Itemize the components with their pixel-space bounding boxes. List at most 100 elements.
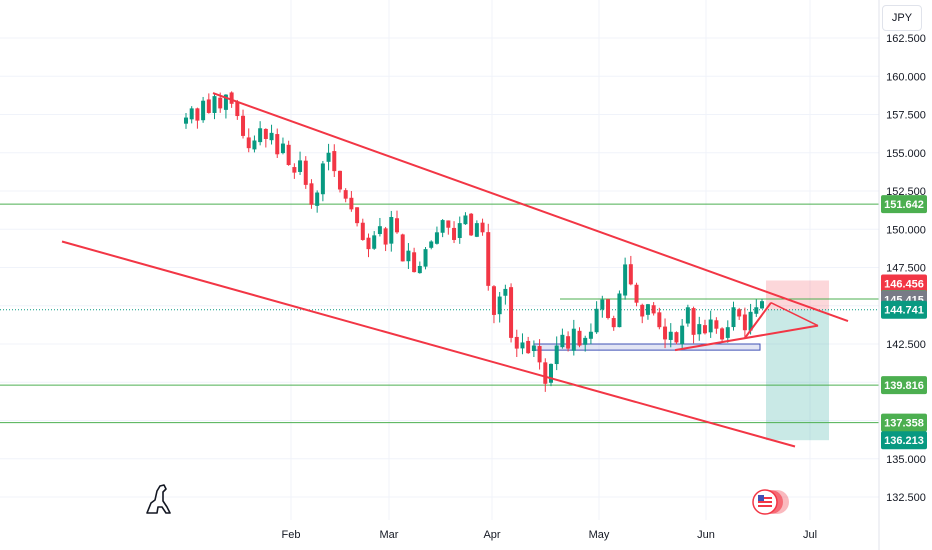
candle-body — [258, 128, 263, 143]
horizontal-levels — [0, 203, 879, 424]
candle-body — [491, 286, 496, 315]
candle-body — [588, 331, 593, 339]
candle-body — [514, 336, 519, 349]
candle-body — [680, 325, 685, 345]
candle-body — [412, 252, 417, 273]
candle-body — [400, 234, 405, 262]
candle-body — [663, 326, 668, 340]
price-badge-label: 144.741 — [884, 305, 924, 317]
channel-lower-line[interactable] — [61, 240, 796, 448]
price-badge-label: 151.642 — [884, 199, 924, 211]
candle-body — [657, 312, 662, 328]
candle-body — [349, 197, 354, 210]
candle-body — [315, 192, 320, 206]
candle-body — [720, 328, 725, 340]
time-axis: Feb Mar Apr May Jun Jul — [282, 529, 818, 541]
candle-body — [184, 117, 188, 124]
price-badge-bg — [881, 376, 927, 395]
x-tick-label: Jul — [803, 529, 817, 541]
y-tick-label: 162.500 — [886, 33, 926, 45]
candle-body — [760, 301, 764, 309]
y-tick-label: 142.500 — [886, 339, 926, 351]
candle-body — [520, 342, 525, 349]
candle-body — [280, 143, 285, 154]
candle-body — [531, 345, 536, 352]
x-tick-label: Jun — [697, 529, 715, 541]
candle-body — [651, 305, 656, 314]
y-tick-label: 135.000 — [886, 454, 926, 466]
y-tick-label: 152.500 — [886, 186, 926, 198]
x-tick-label: Apr — [483, 529, 500, 541]
candle-body — [286, 144, 291, 165]
price-badge: 136.213 — [881, 431, 927, 450]
candle-body — [480, 222, 485, 233]
candle-body — [486, 232, 491, 286]
y-tick-label: 132.500 — [886, 492, 926, 504]
grid — [0, 0, 879, 520]
candle-body — [543, 362, 548, 384]
candle-body — [241, 115, 246, 136]
candle-body — [389, 217, 394, 244]
candle-body — [417, 265, 422, 274]
candle-body — [235, 101, 240, 117]
price-badges: 151.642146.456145.439145.415144.741139.8… — [881, 195, 927, 450]
take-profit-zone[interactable] — [766, 309, 829, 441]
candle-body — [617, 293, 622, 328]
y-tick-label: 147.500 — [886, 263, 926, 275]
candle-body — [337, 170, 342, 190]
trendlines — [61, 92, 849, 448]
candle-body — [628, 264, 633, 285]
candle-body — [748, 311, 753, 331]
triangle-edge-line[interactable] — [770, 302, 819, 327]
candle-body — [452, 227, 457, 240]
candle-body — [246, 137, 251, 149]
candle-body — [263, 128, 268, 139]
candle-body — [429, 241, 434, 248]
candle-body — [355, 207, 360, 224]
price-badge-label: 146.456 — [884, 278, 924, 290]
y-tick-label: 157.500 — [886, 110, 926, 122]
x-tick-label: Feb — [282, 529, 301, 541]
channel-upper-line[interactable] — [212, 92, 849, 322]
position-zones — [533, 280, 829, 441]
triangle-lower-line[interactable] — [674, 324, 819, 352]
candle-body — [685, 307, 690, 324]
candle-body — [509, 287, 514, 338]
candle-body — [269, 132, 274, 141]
candle-body — [577, 330, 582, 346]
price-badge: 137.358 — [881, 413, 927, 432]
candle-body — [606, 299, 611, 318]
candle-body — [332, 151, 337, 172]
candle-body — [691, 308, 696, 335]
price-badge: 144.741 — [881, 300, 927, 319]
candle-body — [611, 318, 616, 328]
candle-body — [189, 108, 194, 120]
price-badge-bg — [881, 195, 927, 214]
candle-body — [360, 222, 365, 240]
candle-body — [463, 215, 468, 225]
candle-body — [275, 134, 280, 155]
candle-body — [309, 183, 314, 205]
candle-body — [395, 218, 400, 233]
candle-body — [201, 100, 206, 121]
candle-body — [640, 304, 645, 317]
candle-body — [645, 304, 650, 315]
candle-body — [537, 346, 542, 363]
candle-body — [566, 336, 571, 349]
candle-body — [434, 232, 439, 244]
price-badge: 139.816 — [881, 376, 927, 395]
candle-body — [469, 213, 474, 236]
us-flag-icon[interactable] — [752, 489, 789, 515]
triangle-upper-line[interactable] — [744, 302, 772, 339]
candle-body — [731, 307, 736, 328]
currency-button[interactable]: JPY — [882, 5, 922, 31]
y-tick-label: 150.000 — [886, 224, 926, 236]
candle-body — [697, 324, 702, 335]
candle-body — [583, 337, 588, 345]
candle-body — [503, 288, 508, 296]
candle-body — [383, 228, 388, 245]
candles — [184, 91, 764, 392]
price-badge-bg — [881, 413, 927, 432]
